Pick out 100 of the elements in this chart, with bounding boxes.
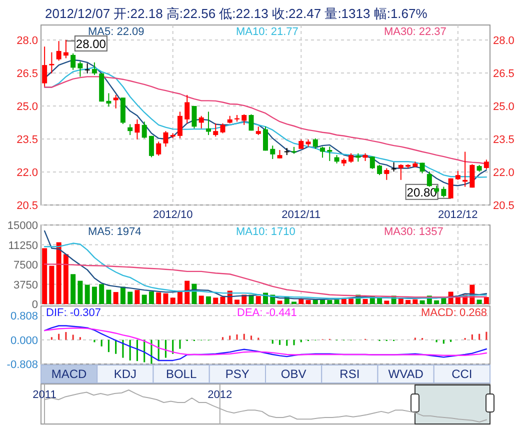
bar	[412, 299, 418, 304]
bar	[306, 300, 311, 304]
text: MA30: 1357	[384, 226, 444, 238]
bar	[170, 298, 176, 304]
x-tick-label: 2012	[208, 389, 232, 401]
candlestick	[63, 39, 68, 59]
bar	[327, 300, 332, 304]
y-tick-label: 20.5	[16, 200, 38, 212]
candlestick	[142, 121, 147, 139]
candlestick	[198, 115, 204, 129]
candlestick	[484, 159, 489, 170]
y2-tick-label: 20.5	[493, 200, 514, 212]
candlestick	[49, 52, 54, 74]
x-tick-label: 2012/10	[152, 209, 193, 221]
text: PSY	[225, 367, 250, 381]
y-tick-label: 7500	[14, 260, 38, 272]
candlestick	[441, 186, 446, 198]
bar	[298, 298, 304, 304]
y-tick-label: 11250	[8, 240, 38, 252]
candlestick	[384, 168, 390, 180]
candlestick	[184, 94, 190, 124]
text: CCI	[452, 367, 472, 381]
line-series	[44, 328, 488, 356]
y-tick-label: 26.5	[16, 68, 38, 80]
candlestick	[390, 162, 397, 172]
y2-tick-label: 28.0	[493, 34, 514, 47]
candlestick	[70, 52, 76, 70]
bar	[220, 296, 226, 304]
text: WVAD	[388, 367, 424, 381]
y2-tick-label: 22.0	[493, 166, 514, 179]
bar	[434, 300, 440, 304]
bar	[476, 300, 482, 304]
y-tick-label: 23.5	[16, 134, 38, 146]
bar	[70, 274, 76, 304]
bar	[341, 298, 346, 304]
bar	[163, 293, 168, 304]
bar	[406, 300, 411, 304]
text: MA10: 1710	[236, 226, 296, 238]
candlestick	[56, 40, 62, 62]
candlestick	[84, 62, 90, 74]
bar	[84, 284, 90, 304]
y2-tick-label: 25.0	[493, 100, 514, 113]
candlestick	[42, 46, 48, 88]
candlestick	[377, 164, 382, 176]
candlestick	[448, 178, 454, 199]
candlestick	[206, 111, 211, 136]
text: MA30: 22.37	[384, 26, 446, 38]
candlestick	[134, 118, 140, 140]
text: MA10: 21.77	[236, 26, 298, 38]
bar	[63, 254, 68, 304]
candlestick	[320, 146, 326, 158]
y-tick-label: -0.808	[6, 359, 38, 371]
line-series	[44, 264, 488, 298]
candlestick	[242, 114, 247, 126]
y-tick-label: 25.0	[16, 100, 38, 113]
candlestick	[370, 156, 375, 170]
candlestick	[128, 124, 133, 136]
bar	[234, 300, 240, 304]
bar	[142, 294, 147, 304]
candlestick	[312, 138, 318, 150]
candlestick	[177, 111, 182, 139]
y2-tick-label: 23.5	[493, 134, 514, 146]
bar	[99, 284, 104, 304]
bar	[484, 297, 489, 304]
text: RSI	[340, 367, 360, 381]
candlestick	[106, 92, 112, 108]
chart-title: 2012/12/07 开:22.18 高:22.56 低:22.13 收:22.47 量:1313 幅:1.67%	[45, 6, 428, 21]
y-tick-label: 15000	[7, 220, 38, 232]
bar	[106, 290, 112, 304]
candlestick	[270, 145, 276, 160]
series-label: MACD: 0.268	[420, 307, 487, 319]
bar	[213, 298, 218, 304]
text: MA5: 1974	[88, 226, 142, 238]
candlestick	[470, 164, 475, 188]
bar	[156, 292, 162, 304]
candlestick	[398, 164, 404, 180]
candlestick	[455, 170, 460, 180]
candlestick	[213, 122, 218, 138]
text: DEA: -0.441	[237, 307, 297, 319]
bar	[92, 286, 97, 304]
y-tick-label: 0.808	[10, 310, 38, 323]
bar	[120, 286, 126, 304]
y-tick-label: 0	[32, 299, 38, 311]
text: BOLL	[166, 367, 197, 381]
bar	[42, 248, 48, 304]
bar	[277, 300, 282, 304]
bar	[148, 291, 154, 304]
bar	[334, 300, 340, 304]
x-tick-label: 2012/12	[438, 209, 478, 221]
candlestick	[192, 105, 197, 129]
y2-tick-label: 26.5	[493, 68, 514, 80]
text: OBV	[280, 367, 306, 381]
candlestick	[263, 126, 268, 152]
line-series	[44, 242, 488, 299]
candlestick	[348, 152, 354, 164]
candlestick	[78, 61, 83, 78]
bar	[184, 280, 190, 304]
bar	[420, 300, 425, 304]
candlestick	[163, 130, 168, 148]
y-tick-label: 22.0	[16, 166, 38, 179]
